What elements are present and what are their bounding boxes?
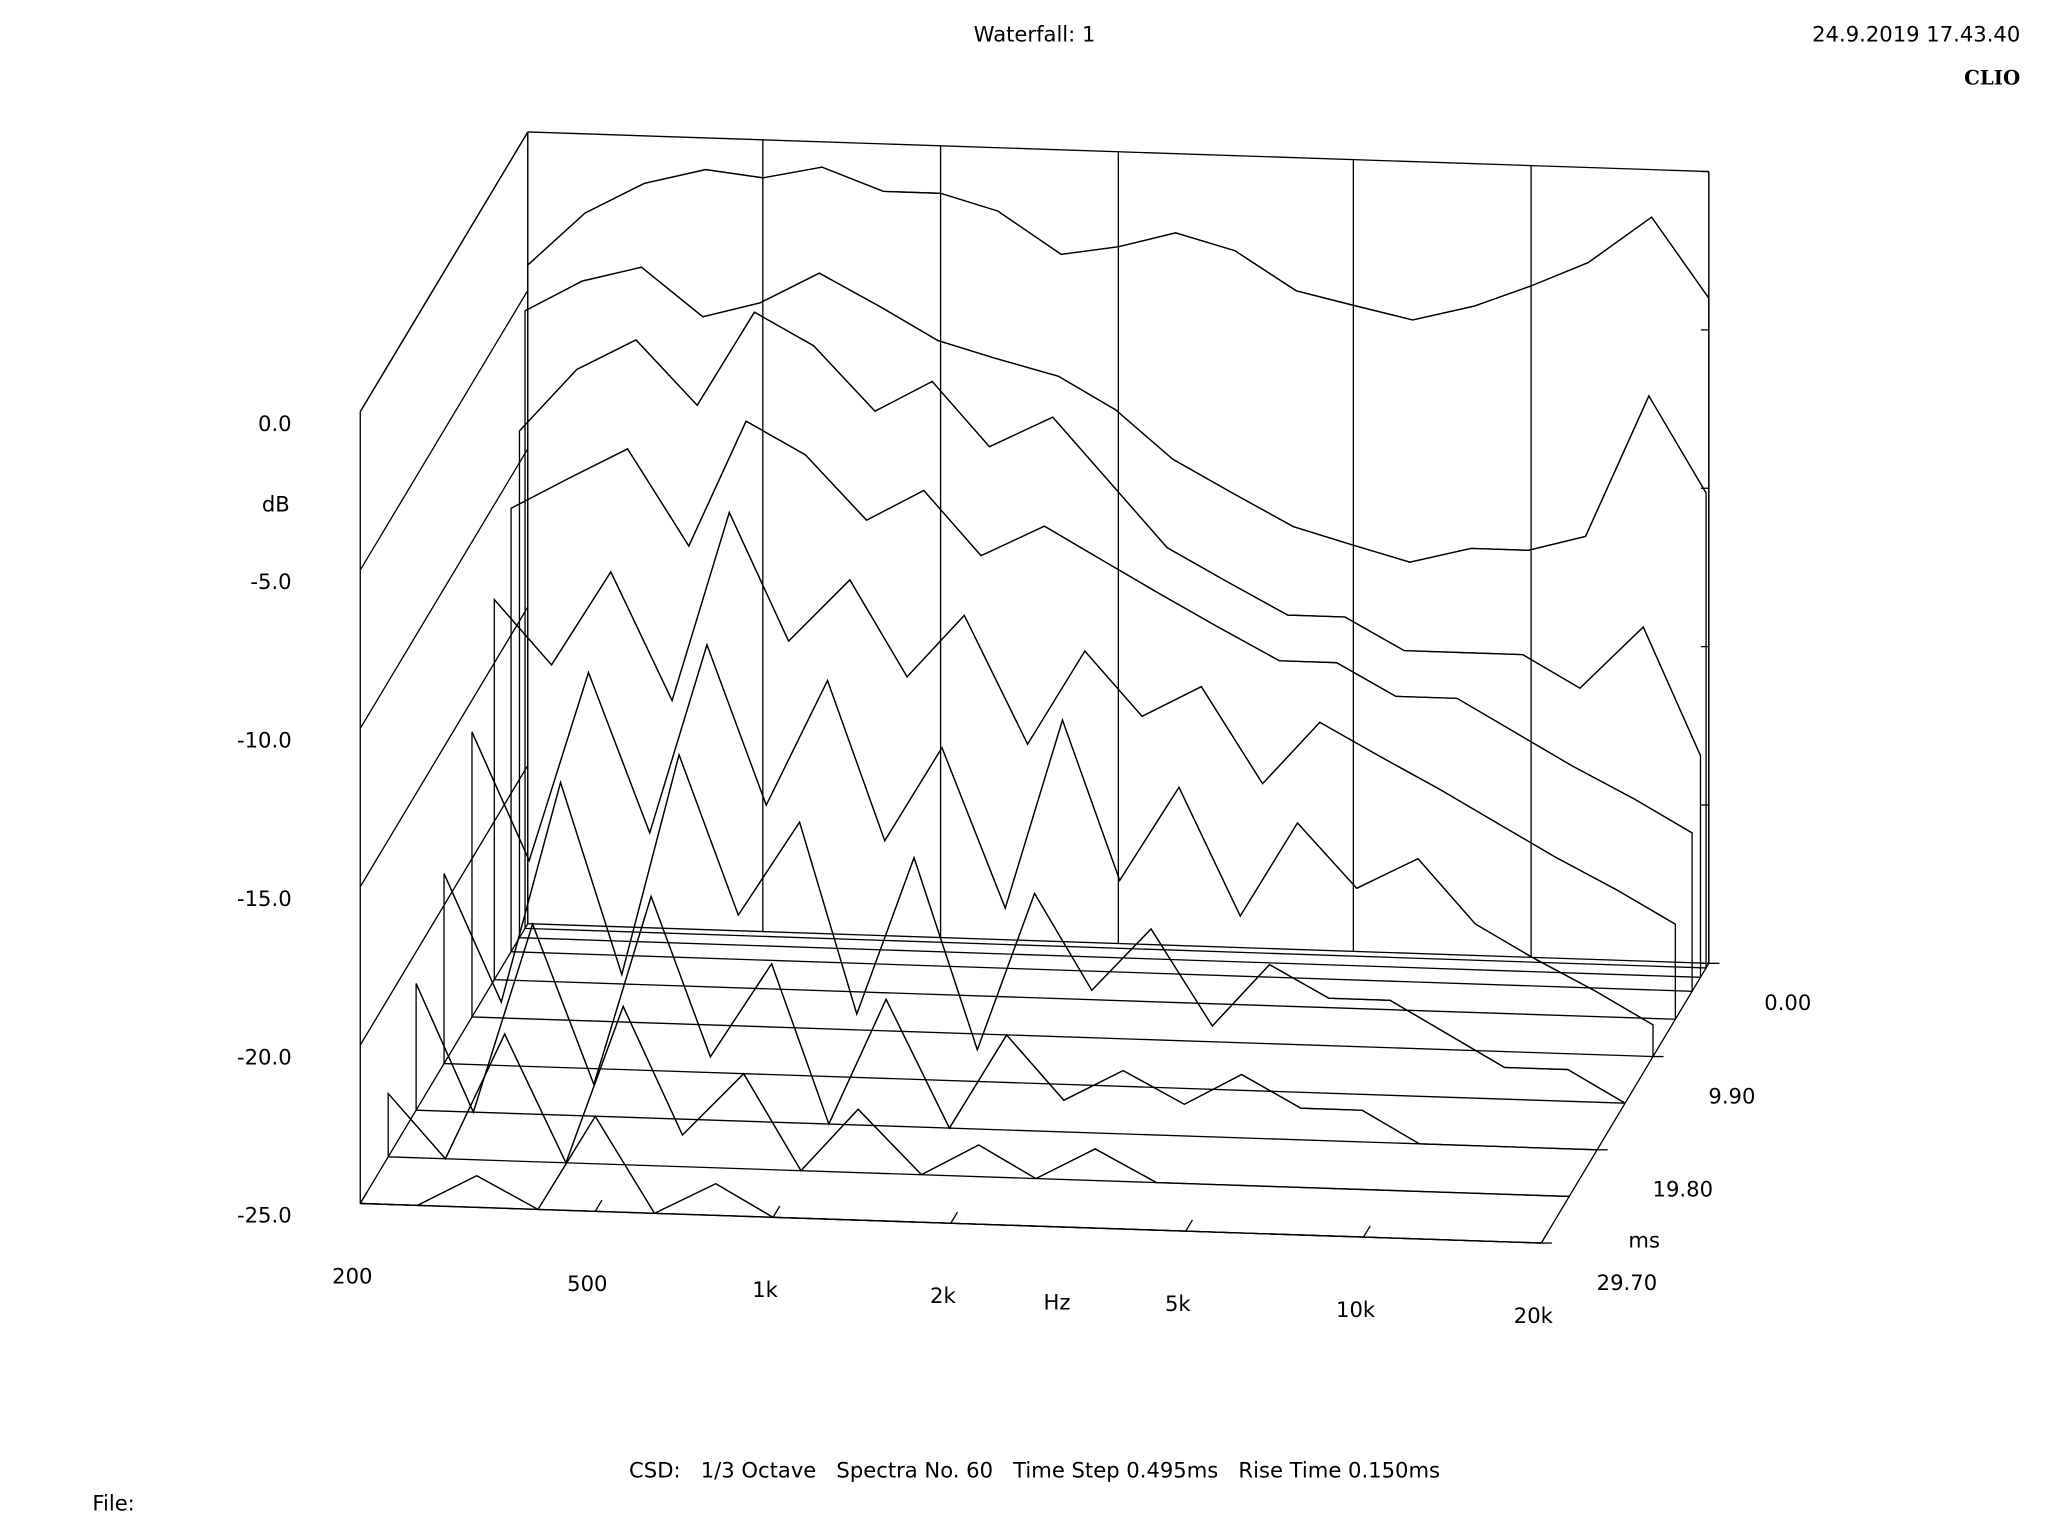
footer: CSD: 1/3 Octave Spectra No. 60 Time Step… bbox=[629, 1457, 1440, 1482]
grid-line bbox=[359, 289, 529, 571]
spectrum-slice bbox=[527, 166, 1710, 321]
y-tick-label: -5.0 bbox=[250, 569, 291, 594]
spectrum-slice bbox=[443, 752, 1626, 1104]
spectrum-slice bbox=[510, 420, 1693, 834]
x-tick-label: 1k bbox=[752, 1277, 778, 1302]
x-tick-label: 5k bbox=[1165, 1291, 1191, 1316]
x-axis-label: Hz bbox=[1044, 1290, 1071, 1315]
spectrum-slice bbox=[415, 894, 1598, 1151]
tick-mark bbox=[950, 1211, 959, 1224]
y-tick-label: -25.0 bbox=[237, 1203, 292, 1228]
spectrum-slice bbox=[518, 311, 1702, 756]
spectrum-slice bbox=[471, 642, 1654, 1026]
tick-mark bbox=[359, 1191, 368, 1204]
x-tick-label: 500 bbox=[567, 1271, 607, 1296]
z-axis-label: ms bbox=[1628, 1228, 1660, 1253]
z-tick-label: 19.80 bbox=[1653, 1177, 1713, 1202]
tick-mark bbox=[1185, 1219, 1194, 1232]
grid-line bbox=[359, 448, 529, 729]
y-tick-label: -10.0 bbox=[237, 728, 292, 753]
x-tick-label: 10k bbox=[1336, 1297, 1376, 1322]
brand: CLIO bbox=[1964, 66, 2020, 90]
spectrum-slice bbox=[493, 510, 1676, 925]
z-tick-label: 9.90 bbox=[1708, 1083, 1755, 1108]
grid-line bbox=[359, 606, 529, 888]
tick-mark bbox=[772, 1205, 781, 1218]
z-tick-label: 29.70 bbox=[1597, 1270, 1657, 1295]
y-tick-label: -15.0 bbox=[237, 886, 292, 911]
file-label: File: bbox=[92, 1490, 134, 1515]
x-tick-label: 200 bbox=[332, 1263, 372, 1288]
spectrum-slice bbox=[387, 1004, 1570, 1198]
timestamp: 24.9.2019 17.43.40 bbox=[1812, 22, 2020, 47]
x-tick-label: 2k bbox=[930, 1283, 956, 1308]
grid-line bbox=[359, 131, 529, 413]
tick-mark bbox=[1540, 1231, 1549, 1244]
axis-line bbox=[1540, 962, 1710, 1244]
y-tick-label: -20.0 bbox=[237, 1044, 292, 1069]
tick-mark bbox=[594, 1199, 603, 1212]
chart-title: Waterfall: 1 bbox=[974, 22, 1096, 47]
z-tick-label: 0.00 bbox=[1764, 990, 1811, 1015]
spectrum-slice bbox=[524, 266, 1707, 563]
y-tick-label: 0.0 bbox=[258, 411, 292, 436]
tick-mark bbox=[1362, 1225, 1371, 1238]
y-axis-label: dB bbox=[262, 491, 290, 516]
x-tick-label: 20k bbox=[1514, 1303, 1554, 1328]
